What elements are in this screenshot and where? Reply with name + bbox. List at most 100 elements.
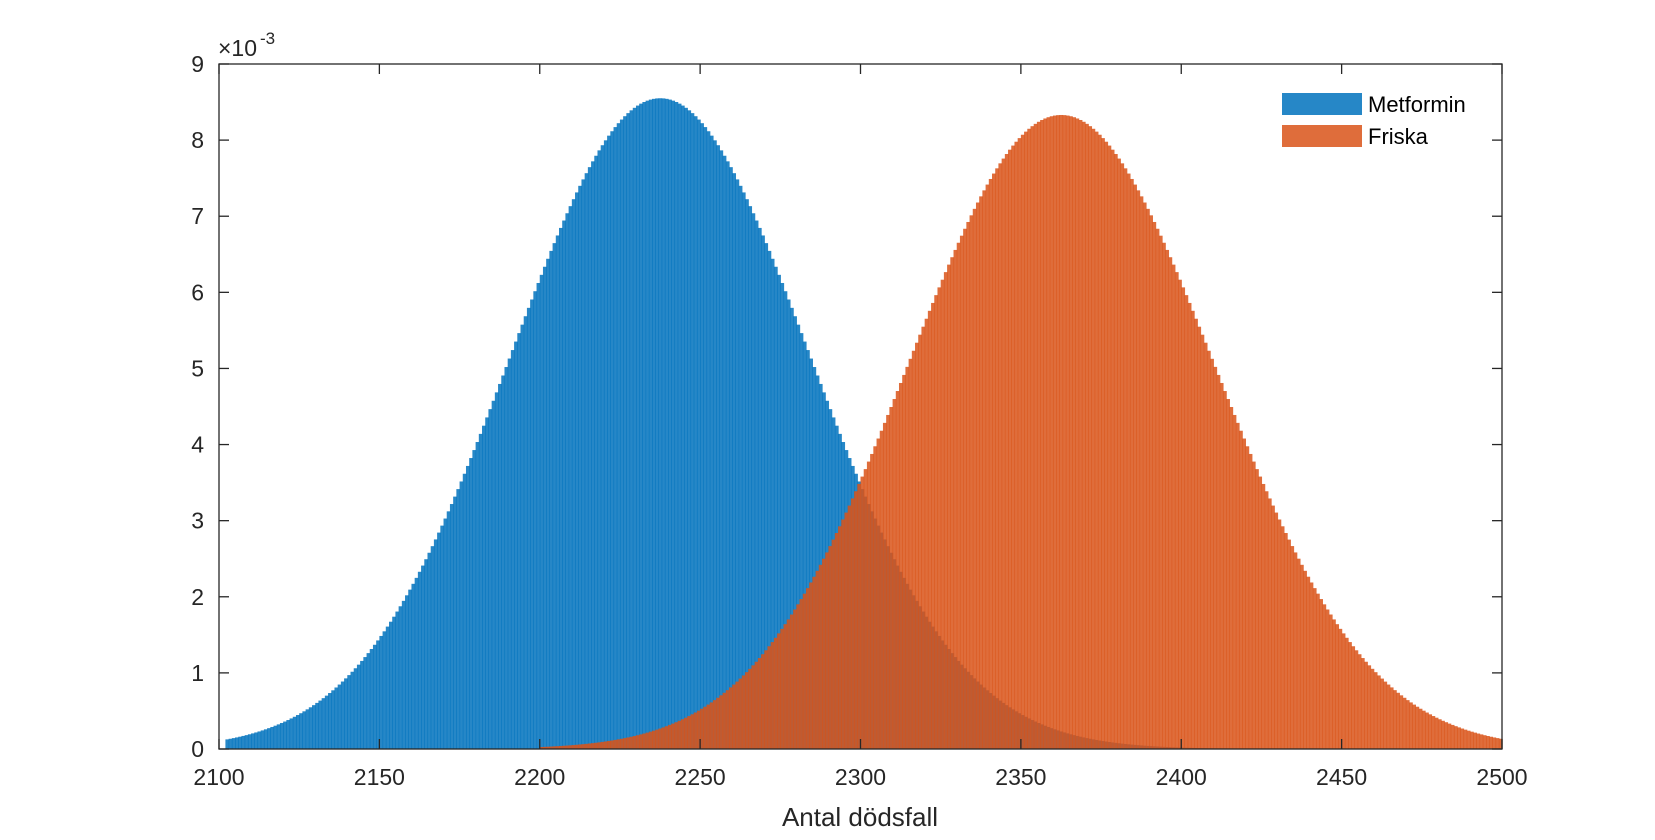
bar-friska-2407 — [1203, 342, 1208, 749]
bar-friska-2294 — [841, 519, 846, 749]
bar-friska-2213 — [581, 744, 586, 749]
bar-metformin-2250 — [700, 123, 704, 749]
bar-friska-2226 — [623, 738, 627, 749]
bar-friska-2263 — [741, 675, 746, 749]
bar-friska-2283 — [805, 588, 810, 749]
bar-friska-2332 — [963, 228, 967, 749]
bar-friska-2296 — [847, 505, 852, 749]
bar-friska-2482 — [1444, 722, 1449, 749]
bar-friska-2484 — [1450, 724, 1455, 749]
bar-metformin-2113 — [260, 730, 265, 749]
bar-friska-2355 — [1036, 121, 1041, 749]
bar-friska-2336 — [975, 202, 980, 749]
bar-friska-2440 — [1309, 582, 1314, 749]
bar-friska-2316 — [911, 350, 916, 749]
bar-friska-2413 — [1222, 391, 1227, 749]
bar-metformin-2209 — [568, 206, 573, 749]
bar-friska-2380 — [1117, 158, 1121, 749]
bar-metformin-2155 — [395, 611, 400, 749]
bar-metformin-2279 — [793, 316, 797, 749]
bar-metformin-2204 — [552, 243, 557, 749]
bar-metformin-2234 — [648, 99, 653, 750]
bar-friska-2474 — [1418, 708, 1423, 749]
bar-metformin-2122 — [289, 718, 294, 749]
bar-friska-2242 — [674, 722, 679, 749]
bar-metformin-2241 — [671, 100, 676, 749]
bar-friska-2359 — [1049, 116, 1054, 749]
bar-metformin-2214 — [584, 173, 589, 749]
bar-metformin-2149 — [376, 640, 380, 749]
bar-friska-2223 — [613, 739, 618, 749]
bar-metformin-2161 — [414, 577, 419, 749]
bar-friska-2322 — [931, 302, 935, 749]
bar-friska-2267 — [754, 661, 759, 749]
bar-friska-2201 — [542, 746, 547, 749]
bar-metformin-2184 — [488, 409, 493, 749]
bar-friska-2217 — [594, 742, 599, 749]
bar-friska-2394 — [1162, 242, 1166, 749]
bar-metformin-2111 — [254, 732, 259, 749]
bar-friska-2279 — [793, 609, 797, 749]
bar-friska-2308 — [886, 414, 890, 749]
bar-friska-2446 — [1328, 614, 1333, 749]
bar-friska-2428 — [1271, 505, 1275, 749]
bar-friska-2303 — [870, 453, 874, 749]
bar-friska-2459 — [1370, 668, 1375, 749]
bar-metformin-2183 — [485, 417, 490, 749]
bar-metformin-2239 — [664, 98, 669, 750]
legend: Metformin Friska — [1282, 92, 1466, 149]
bar-metformin-2157 — [401, 600, 406, 749]
bar-friska-2392 — [1155, 228, 1160, 749]
bar-friska-2409 — [1210, 358, 1214, 749]
bar-friska-2288 — [822, 558, 826, 749]
bar-friska-2317 — [915, 342, 919, 749]
bar-metformin-2219 — [600, 145, 605, 750]
bar-friska-2218 — [597, 742, 602, 749]
bar-friska-2374 — [1097, 134, 1102, 750]
bar-friska-2494 — [1482, 735, 1487, 749]
bar-metformin-2240 — [668, 99, 672, 750]
bar-friska-2325 — [940, 279, 945, 749]
bar-friska-2202 — [546, 746, 550, 749]
bar-metformin-2220 — [603, 140, 608, 749]
bar-metformin-2232 — [642, 102, 647, 749]
plot-area — [218, 63, 1503, 750]
bar-friska-2323 — [934, 295, 939, 749]
bar-metformin-2221 — [607, 135, 611, 749]
bar-friska-2232 — [642, 733, 647, 749]
bar-metformin-2201 — [542, 266, 547, 749]
bar-friska-2225 — [619, 738, 624, 749]
bar-friska-2286 — [815, 570, 820, 749]
bar-friska-2472 — [1412, 704, 1416, 749]
bar-friska-2229 — [632, 736, 637, 749]
bar-friska-2452 — [1348, 642, 1352, 749]
bar-friska-2464 — [1386, 684, 1391, 749]
bar-metformin-2112 — [257, 731, 262, 749]
bar-metformin-2159 — [408, 589, 413, 749]
bar-friska-2375 — [1101, 138, 1105, 750]
bar-metformin-2134 — [328, 693, 332, 749]
bar-friska-2390 — [1149, 215, 1153, 749]
bar-metformin-2264 — [745, 199, 749, 749]
bar-friska-2284 — [809, 582, 813, 749]
bar-friska-2304 — [873, 446, 878, 749]
y-tick-label: 6 — [191, 279, 204, 305]
bar-friska-2438 — [1303, 570, 1307, 749]
bar-metformin-2175 — [459, 481, 464, 749]
bar-metformin-2186 — [494, 392, 499, 749]
bar-friska-2345 — [1004, 154, 1009, 749]
bar-friska-2439 — [1306, 576, 1311, 749]
bar-metformin-2185 — [491, 400, 496, 749]
bar-friska-2305 — [876, 438, 881, 749]
bar-metformin-2174 — [456, 489, 461, 749]
bar-friska-2445 — [1325, 609, 1330, 749]
bar-friska-2350 — [1020, 134, 1025, 750]
bar-friska-2234 — [648, 731, 653, 749]
bar-friska-2423 — [1255, 469, 1259, 749]
bar-friska-2257 — [722, 692, 727, 749]
bar-friska-2275 — [780, 628, 785, 749]
bar-metformin-2210 — [571, 199, 576, 749]
bar-friska-2352 — [1027, 128, 1032, 749]
bar-friska-2344 — [1001, 158, 1006, 749]
bar-friska-2430 — [1277, 519, 1282, 749]
